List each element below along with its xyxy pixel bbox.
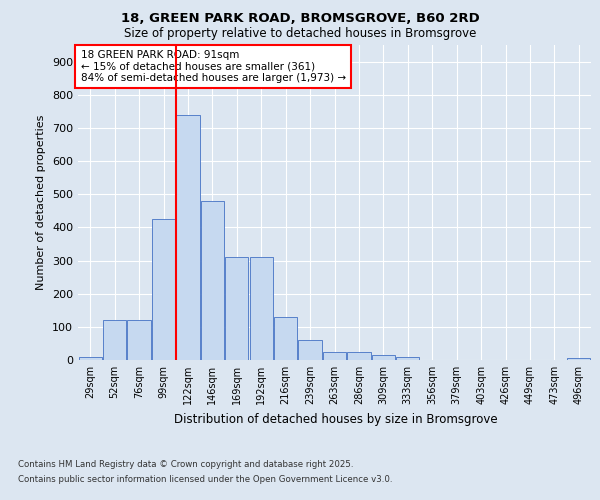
Bar: [274, 317, 297, 360]
Bar: [103, 320, 126, 360]
Bar: [79, 356, 102, 360]
Y-axis label: Number of detached properties: Number of detached properties: [37, 115, 46, 290]
Text: 18 GREEN PARK ROAD: 91sqm
← 15% of detached houses are smaller (361)
84% of semi: 18 GREEN PARK ROAD: 91sqm ← 15% of detac…: [80, 50, 346, 83]
Bar: [250, 257, 273, 360]
Text: 18, GREEN PARK ROAD, BROMSGROVE, B60 2RD: 18, GREEN PARK ROAD, BROMSGROVE, B60 2RD: [121, 12, 479, 26]
Bar: [225, 257, 248, 360]
Bar: [372, 355, 395, 360]
Text: Contains public sector information licensed under the Open Government Licence v3: Contains public sector information licen…: [18, 475, 392, 484]
Bar: [176, 114, 200, 360]
Text: Distribution of detached houses by size in Bromsgrove: Distribution of detached houses by size …: [174, 412, 498, 426]
Bar: [323, 352, 346, 360]
Text: Contains HM Land Registry data © Crown copyright and database right 2025.: Contains HM Land Registry data © Crown c…: [18, 460, 353, 469]
Bar: [152, 219, 175, 360]
Bar: [127, 320, 151, 360]
Text: Size of property relative to detached houses in Bromsgrove: Size of property relative to detached ho…: [124, 28, 476, 40]
Bar: [396, 356, 419, 360]
Bar: [347, 352, 371, 360]
Bar: [567, 358, 590, 360]
Bar: [298, 340, 322, 360]
Bar: [201, 201, 224, 360]
